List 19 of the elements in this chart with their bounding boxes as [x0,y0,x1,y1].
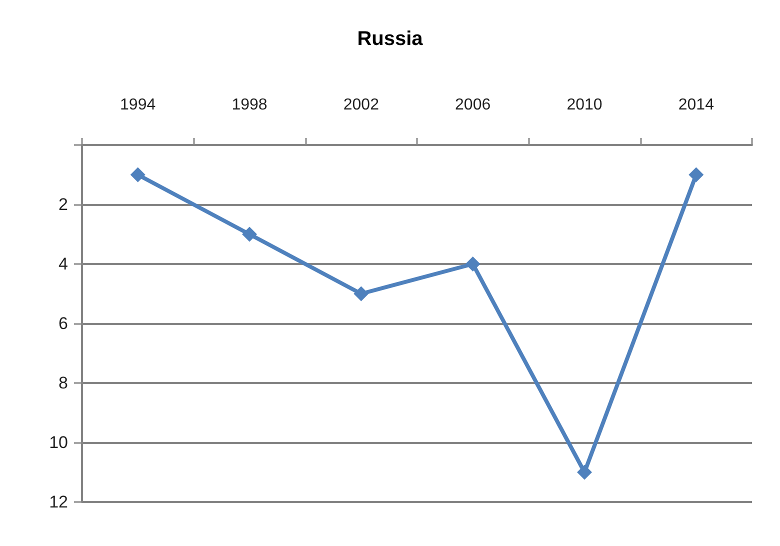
point [688,167,704,182]
y-tick-label: 2 [58,195,68,214]
y-tick-label: 4 [58,254,68,274]
x-tick-label: 1998 [232,96,268,114]
y-tick-label: 12 [49,492,68,512]
x-tick-label: 1994 [120,96,156,114]
point [130,167,146,182]
x-tick-label: 2014 [678,96,714,114]
x-tick-label: 2002 [343,96,380,114]
x-tick-label: 2006 [455,96,491,114]
y-tick-label: 8 [58,374,68,392]
chart-title: Russia [357,28,424,50]
point [354,286,369,302]
point [242,226,257,242]
y-tick-label: 6 [58,314,68,333]
y-tick-label: 10 [49,433,68,452]
point [577,464,592,480]
x-tick-label: 2010 [566,96,602,114]
point [465,256,480,272]
